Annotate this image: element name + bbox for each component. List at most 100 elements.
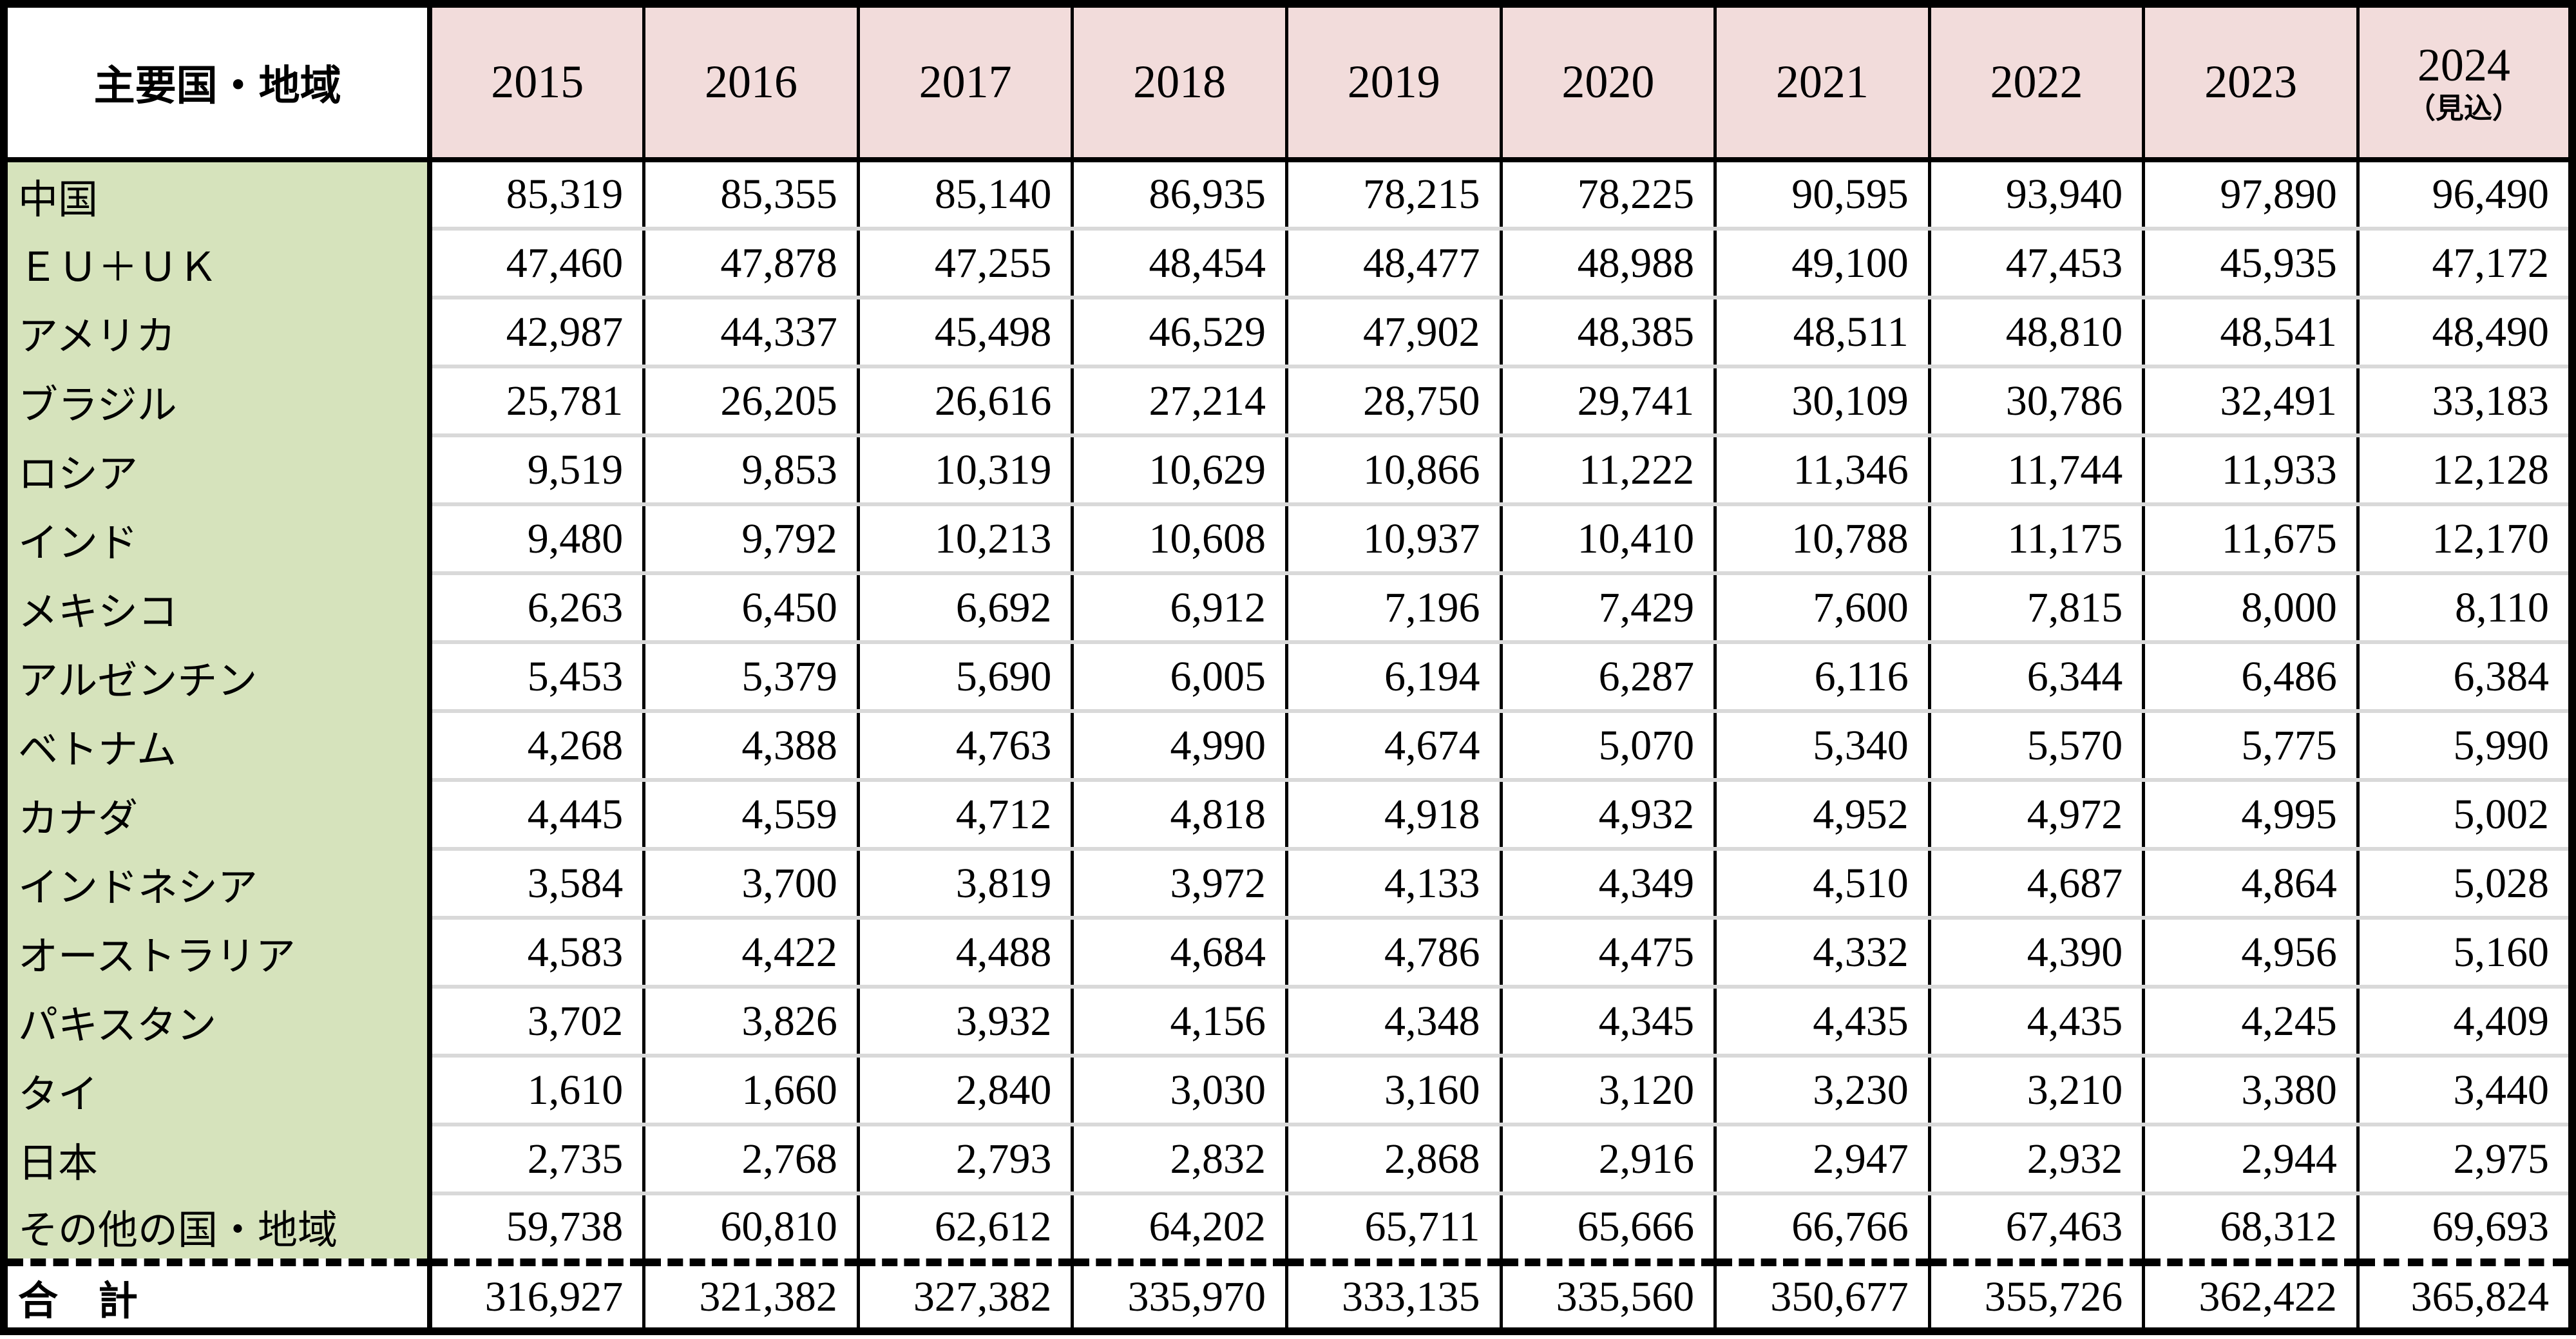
year-label: 2016 — [705, 56, 798, 108]
value-cell: 66,766 — [1713, 1192, 1930, 1262]
value-cell: 11,222 — [1499, 433, 1715, 504]
year-header: 2022 — [1927, 4, 2144, 162]
value-cell: 4,435 — [1713, 985, 1930, 1056]
value-cell: 4,390 — [1927, 916, 2144, 987]
table-row: ブラジル 25,781 26,205 26,616 27,214 28,750 29,741… — [4, 365, 2572, 435]
value-cell: 48,490 — [2356, 296, 2572, 366]
value-cell: 32,491 — [2142, 365, 2358, 435]
value-cell: 3,972 — [1071, 847, 1287, 918]
year-label: 2020 — [1561, 56, 1655, 108]
value-cell: 3,702 — [428, 985, 644, 1056]
value-cell: 4,995 — [2142, 778, 2358, 849]
value-cell: 33,183 — [2356, 365, 2572, 435]
value-cell: 4,133 — [1284, 847, 1502, 918]
country-name: ブラジル — [4, 366, 433, 435]
value-cell: 30,786 — [1927, 365, 2144, 435]
value-cell: 4,684 — [1071, 916, 1287, 987]
value-cell: 3,160 — [1284, 1054, 1502, 1125]
value-cell: 6,912 — [1071, 571, 1287, 642]
value-cell: 327,382 — [856, 1258, 1073, 1331]
value-cell: 6,263 — [428, 571, 644, 642]
value-cell: 4,488 — [856, 916, 1073, 987]
value-cell: 85,355 — [642, 158, 859, 229]
value-cell: 8,110 — [2356, 571, 2572, 642]
table-row: インド 9,480 9,792 10,213 10,608 10,937 10,410 10,… — [4, 502, 2572, 573]
value-cell: 4,475 — [1499, 916, 1715, 987]
value-cell: 4,956 — [2142, 916, 2358, 987]
country-name: アメリカ — [4, 298, 433, 366]
value-cell: 11,175 — [1927, 502, 2144, 573]
value-cell: 362,422 — [2142, 1258, 2358, 1331]
value-cell: 4,409 — [2356, 985, 2572, 1056]
value-cell: 1,660 — [642, 1054, 859, 1125]
year-header: 2020 — [1499, 4, 1715, 162]
value-cell: 5,340 — [1713, 709, 1930, 780]
value-cell: 3,932 — [856, 985, 1073, 1056]
value-cell: 29,741 — [1499, 365, 1715, 435]
country-name: 中国 — [4, 160, 433, 229]
value-cell: 49,100 — [1713, 227, 1930, 298]
value-cell: 6,116 — [1713, 640, 1930, 711]
value-cell: 90,595 — [1713, 158, 1930, 229]
table-row: オーストラリア 4,583 4,422 4,488 4,684 4,786 4,475 4,3… — [4, 916, 2572, 987]
table-row: ベトナム 4,268 4,388 4,763 4,990 4,674 5,070 5,340 5… — [4, 709, 2572, 780]
value-cell: 47,878 — [642, 227, 859, 298]
value-cell: 26,205 — [642, 365, 859, 435]
value-cell: 3,826 — [642, 985, 859, 1056]
value-cell: 4,422 — [642, 916, 859, 987]
value-cell: 4,972 — [1927, 778, 2144, 849]
value-cell: 5,379 — [642, 640, 859, 711]
value-cell: 6,344 — [1927, 640, 2144, 711]
value-cell: 45,935 — [2142, 227, 2358, 298]
value-cell: 5,453 — [428, 640, 644, 711]
value-cell: 65,666 — [1499, 1192, 1715, 1262]
value-cell: 3,210 — [1927, 1054, 2144, 1125]
value-cell: 7,600 — [1713, 571, 1930, 642]
value-cell: 4,559 — [642, 778, 859, 849]
value-cell: 2,832 — [1071, 1123, 1287, 1193]
value-cell: 3,440 — [2356, 1054, 2572, 1125]
year-label: 2024 — [2417, 39, 2510, 91]
value-cell: 47,172 — [2356, 227, 2572, 298]
country-name: 日本 — [4, 1125, 433, 1193]
value-cell: 27,214 — [1071, 365, 1287, 435]
value-cell: 59,738 — [428, 1192, 644, 1262]
value-cell: 4,674 — [1284, 709, 1502, 780]
value-cell: 2,947 — [1713, 1123, 1930, 1193]
value-cell: 10,213 — [856, 502, 1073, 573]
value-cell: 2,768 — [642, 1123, 859, 1193]
value-cell: 10,629 — [1071, 433, 1287, 504]
year-label: 2018 — [1133, 56, 1226, 108]
value-cell: 48,511 — [1713, 296, 1930, 366]
year-header: 2018 — [1071, 4, 1287, 162]
value-cell: 85,140 — [856, 158, 1073, 229]
value-cell: 4,583 — [428, 916, 644, 987]
value-cell: 2,932 — [1927, 1123, 2144, 1193]
value-cell: 9,480 — [428, 502, 644, 573]
value-cell: 5,070 — [1499, 709, 1715, 780]
value-cell: 4,786 — [1284, 916, 1502, 987]
value-cell: 10,319 — [856, 433, 1073, 504]
value-cell: 10,608 — [1071, 502, 1287, 573]
value-cell: 48,988 — [1499, 227, 1715, 298]
value-cell: 4,435 — [1927, 985, 2144, 1056]
table-row: メキシコ 6,263 6,450 6,692 6,912 7,196 7,429 7,600 7… — [4, 571, 2572, 642]
country-name: オーストラリア — [4, 918, 433, 987]
value-cell: 86,935 — [1071, 158, 1287, 229]
value-cell: 93,940 — [1927, 158, 2144, 229]
value-cell: 47,453 — [1927, 227, 2144, 298]
value-cell: 47,902 — [1284, 296, 1502, 366]
country-column-header: 主要国・地域 — [4, 4, 433, 162]
value-cell: 30,109 — [1713, 365, 1930, 435]
value-cell: 2,975 — [2356, 1123, 2572, 1193]
value-cell: 3,380 — [2142, 1054, 2358, 1125]
value-cell: 6,194 — [1284, 640, 1502, 711]
value-cell: 26,616 — [856, 365, 1073, 435]
value-cell: 9,519 — [428, 433, 644, 504]
value-cell: 69,693 — [2356, 1192, 2572, 1262]
country-name: ベトナム — [4, 711, 433, 780]
value-cell: 4,156 — [1071, 985, 1287, 1056]
value-cell: 11,933 — [2142, 433, 2358, 504]
value-cell: 4,932 — [1499, 778, 1715, 849]
